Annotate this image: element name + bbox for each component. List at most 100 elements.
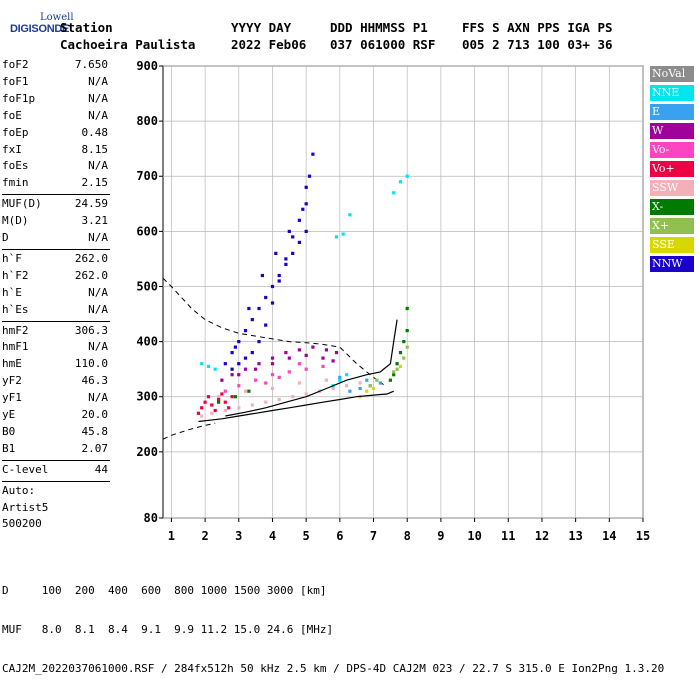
point-ssw: [297, 381, 301, 385]
param-value: 46.3: [81, 374, 109, 388]
point-vo: [223, 389, 227, 393]
param-value: 262.0: [74, 268, 108, 282]
point-x: [388, 378, 392, 382]
x-tick-label: 13: [568, 529, 582, 543]
point-nnw: [247, 306, 251, 311]
param-row: yF2 46.3: [2, 374, 110, 391]
param-value: 24.59: [74, 197, 108, 211]
point-w: [287, 356, 291, 360]
param-row: D N/A: [2, 231, 110, 248]
trace-lower: [198, 390, 394, 423]
param-row: foF1p N/A: [2, 92, 110, 109]
point-e: [365, 378, 369, 382]
point-nnw: [270, 284, 275, 289]
param-name: B1: [2, 441, 16, 455]
param-name: D: [2, 231, 9, 244]
param-row: foEp 0.48: [2, 126, 110, 143]
x-tick-label: 12: [535, 529, 549, 543]
point-nnw: [237, 340, 241, 344]
point-nnw: [250, 318, 254, 322]
param-row: MUF(D) 24.59: [2, 197, 110, 214]
param-row: fmin 2.15: [2, 176, 110, 193]
point-ssw: [210, 411, 214, 415]
point-nnw: [243, 329, 248, 333]
param-row: hmE 110.0: [2, 357, 110, 374]
point-ssw: [291, 395, 295, 399]
point-x: [405, 345, 409, 349]
param-value: N/A: [88, 91, 108, 105]
point-vo: [203, 400, 207, 404]
param-name: foEp: [2, 125, 29, 139]
footer-muf-row: MUF 8.0 8.1 8.4 9.1 9.9 11.2 15.0 24.6 […: [2, 623, 334, 636]
y-tick-label: 600: [136, 224, 158, 238]
point-sse: [398, 364, 403, 368]
point-nnw: [237, 362, 241, 366]
y-tick-label: 300: [136, 390, 158, 404]
point-vo: [254, 378, 258, 382]
x-tick-label: 10: [467, 529, 481, 543]
param-separator: [2, 248, 110, 250]
param-name: h`Es: [2, 302, 29, 316]
point-e: [378, 381, 382, 385]
param-row: hmF1 N/A: [2, 340, 110, 357]
point-vo: [287, 370, 291, 374]
point-w: [324, 348, 328, 352]
point-nne: [392, 191, 396, 195]
point-x: [405, 306, 409, 311]
param-value: N/A: [88, 74, 108, 88]
legend-item-vo: Vo-: [650, 142, 694, 158]
point-nne: [348, 213, 352, 217]
param-name: B0: [2, 424, 16, 438]
point-w: [334, 351, 339, 355]
param-row: foF2 7.650: [2, 58, 110, 75]
point-nnw: [311, 152, 315, 156]
param-value: N/A: [88, 285, 108, 299]
point-w: [220, 378, 224, 382]
param-row: yE 20.0: [2, 408, 110, 425]
point-w: [284, 351, 288, 355]
point-nnw: [297, 240, 301, 244]
param-row: B1 2.07: [2, 442, 110, 459]
x-tick-label: 8: [404, 529, 411, 543]
point-nnw: [277, 273, 281, 278]
point-vo: [223, 400, 227, 404]
plot-frame: [162, 65, 644, 519]
param-separator: [2, 480, 110, 482]
param-value: 45.8: [81, 424, 109, 438]
x-tick-label: 5: [303, 529, 310, 543]
point-ssw: [200, 414, 204, 418]
param-name: MUF(D): [2, 197, 42, 211]
point-vo: [304, 367, 308, 371]
point-w: [257, 362, 261, 366]
header-row2-col0: Cachoeira Paulista: [60, 37, 196, 52]
point-nnw: [291, 235, 295, 239]
point-x: [395, 367, 399, 371]
point-vo: [210, 403, 214, 407]
param-value: 262.0: [74, 251, 108, 265]
legend-item-ssw: SSW: [650, 180, 694, 196]
point-nnw: [291, 251, 295, 255]
header-row1-col1: YYYY DAY: [231, 20, 292, 35]
point-x: [402, 356, 406, 360]
point-nnw: [260, 273, 264, 278]
param-value: 7.650: [74, 58, 108, 71]
param-row: foE N/A: [2, 109, 110, 126]
point-vo: [230, 395, 234, 399]
x-tick-label: 14: [602, 529, 616, 543]
param-row: yF1 N/A: [2, 391, 110, 408]
param-name: hmF2: [2, 323, 29, 337]
param-value: 8.15: [81, 142, 109, 156]
point-nnw: [304, 185, 308, 189]
header-row1-col2: DDD HHMMSS P1: [330, 20, 428, 35]
legend-item-x: X+: [650, 218, 694, 234]
param-value: N/A: [88, 108, 108, 122]
point-w: [254, 367, 258, 371]
param-value: N/A: [88, 159, 108, 173]
param-row: h`F2 262.0: [2, 269, 110, 286]
point-nnw: [284, 262, 288, 266]
point-x: [395, 362, 399, 366]
param-name: 500200: [2, 517, 42, 531]
point-e: [338, 375, 342, 379]
point-nnw: [264, 295, 268, 300]
point-vo: [213, 408, 217, 413]
